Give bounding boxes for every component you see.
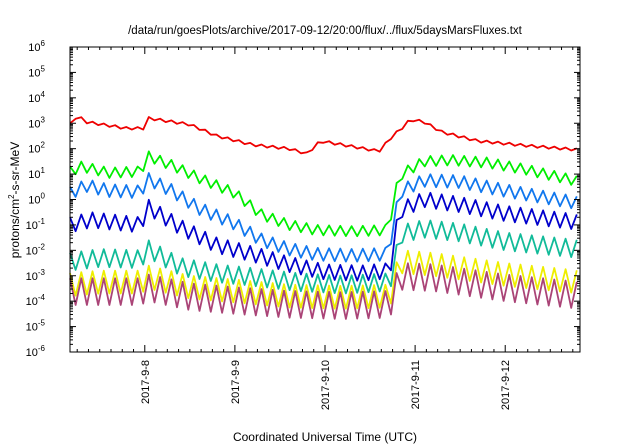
x-tick-label: 2017-9-10 [320,360,332,410]
x-axis: 2017-9-8 2017-9-9 2017-9-10 2017-9-11 2017-9… [76,47,574,410]
series-line-2 [69,150,578,238]
x-tick-label: 2017-9-11 [410,360,422,409]
series-line-6 [69,249,578,310]
x-axis-label: Coordinated Universal Time (UTC) [233,430,417,444]
y-tick-label: 10-4 [26,293,46,308]
y-tick-label: 10-5 [26,319,46,334]
y-axis-label-post: -s-sr-MeV [8,142,22,195]
series-layer [69,116,578,320]
y-tick-label: 10-2 [26,242,46,257]
y-tick-label: 101 [28,166,45,181]
plot-frame [69,46,581,353]
y-axis-label-sup: 2 [7,194,16,199]
y-tick-label: 102 [28,141,45,156]
y-axis-label: protons/cm2-s-sr-MeV [7,142,22,258]
chart-title: /data/run/goesPlots/archive/2017-09-12/2… [128,25,523,37]
series-line-3 [69,172,578,263]
series-line-5 [69,219,578,295]
y-tick-label: 105 [28,64,45,79]
y-tick-label: 10-3 [26,268,46,283]
y-tick-label: 10-6 [26,344,46,359]
y-tick-label: 106 [28,39,45,54]
y-axis-label-pre: protons/cm [8,199,22,258]
series-line-1 [69,116,578,155]
y-tick-label: 104 [28,90,45,105]
y-tick-label: 103 [28,115,45,130]
y-tick-label: 100 [28,192,45,207]
series-line-7 [69,262,578,320]
y-tick-label: 10-1 [26,217,46,232]
series-line-4 [69,191,578,282]
y-axis: 10-6 10-5 10-4 10-3 10-2 10-1 100 101 102 103 104 1… [26,39,580,359]
x-tick-label: 2017-9-8 [140,360,152,404]
x-tick-label: 2017-9-9 [230,360,242,404]
x-tick-label: 2017-9-12 [500,360,512,410]
